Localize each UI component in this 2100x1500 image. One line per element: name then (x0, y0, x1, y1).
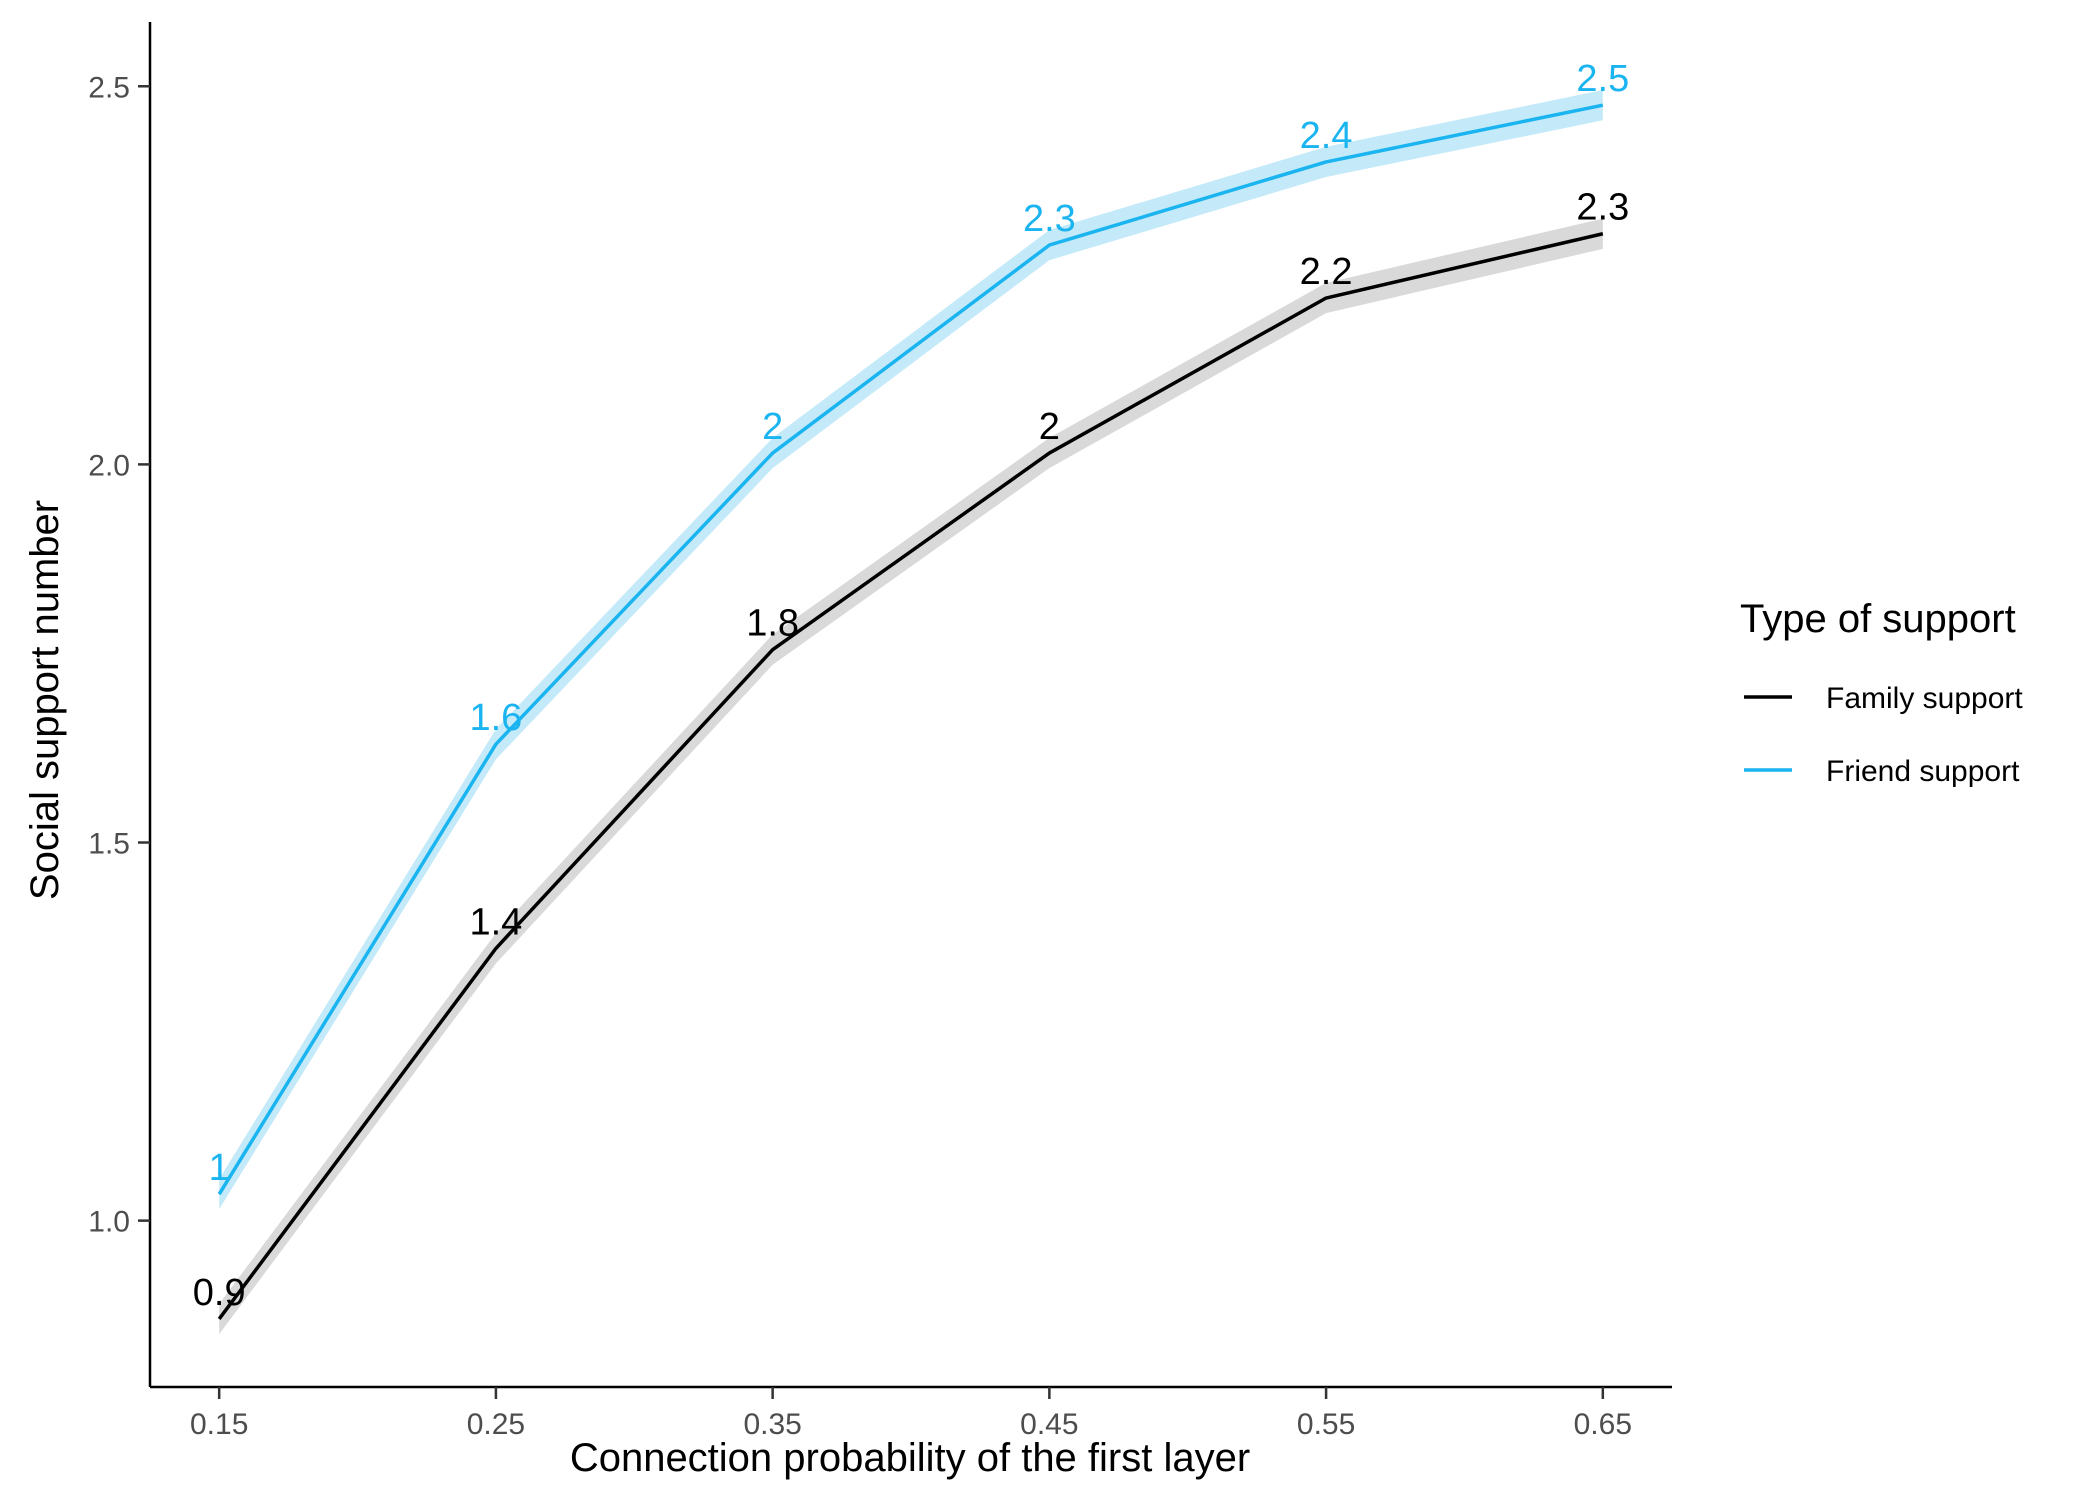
family-support-data-label: 0.9 (193, 1272, 246, 1314)
y-tick-label: 1.5 (88, 828, 130, 861)
x-tick-label: 0.25 (467, 1408, 525, 1441)
friend-support-data-label: 2.3 (1023, 198, 1076, 240)
friend-support-data-label: 2.5 (1576, 58, 1629, 100)
y-tick-label: 1.0 (88, 1206, 130, 1239)
y-axis-title: Social support number (23, 500, 67, 900)
legend-title: Type of support (1740, 597, 2016, 641)
tick-labels: 0.15 0.25 0.35 0.45 0.55 0.65 1.0 1.5 2.0 2.5 (88, 71, 1632, 1441)
family-support-band (219, 218, 1603, 1335)
confidence-bands (219, 90, 1603, 1335)
series-lines (217, 103, 1604, 1320)
family-support-legend-label: Family support (1826, 682, 2023, 715)
y-tick-label: 2.0 (88, 449, 130, 482)
data-labels: 0.9 1.4 1.8 2 2.2 2.3 1 1.6 2 2.3 2.4 2.5 (193, 58, 1629, 1314)
friend-support-line (217, 103, 1604, 1196)
x-tick-label: 0.65 (1574, 1408, 1632, 1441)
family-support-line (217, 232, 1604, 1320)
y-tick-label: 2.5 (88, 71, 130, 104)
legend: Type of support Family support Friend sup… (1740, 597, 2023, 788)
friend-support-legend-label: Friend support (1826, 755, 2020, 788)
x-tick-label: 0.45 (1020, 1408, 1078, 1441)
friend-support-data-label: 1 (209, 1147, 230, 1189)
family-support-data-label: 2.3 (1576, 187, 1629, 229)
x-axis-title: Connection probability of the first laye… (570, 1436, 1250, 1480)
x-tick-label: 0.35 (743, 1408, 801, 1441)
family-support-data-label: 1.8 (746, 603, 799, 645)
axes (138, 22, 1672, 1399)
family-support-data-label: 2 (1039, 406, 1060, 448)
x-tick-label: 0.55 (1297, 1408, 1355, 1441)
family-support-data-label: 2.2 (1300, 251, 1353, 293)
friend-support-data-label: 1.6 (469, 697, 522, 739)
x-tick-label: 0.15 (190, 1408, 248, 1441)
family-support-data-label: 1.4 (469, 901, 522, 943)
friend-support-data-label: 2.4 (1300, 115, 1353, 157)
friend-support-data-label: 2 (762, 406, 783, 448)
